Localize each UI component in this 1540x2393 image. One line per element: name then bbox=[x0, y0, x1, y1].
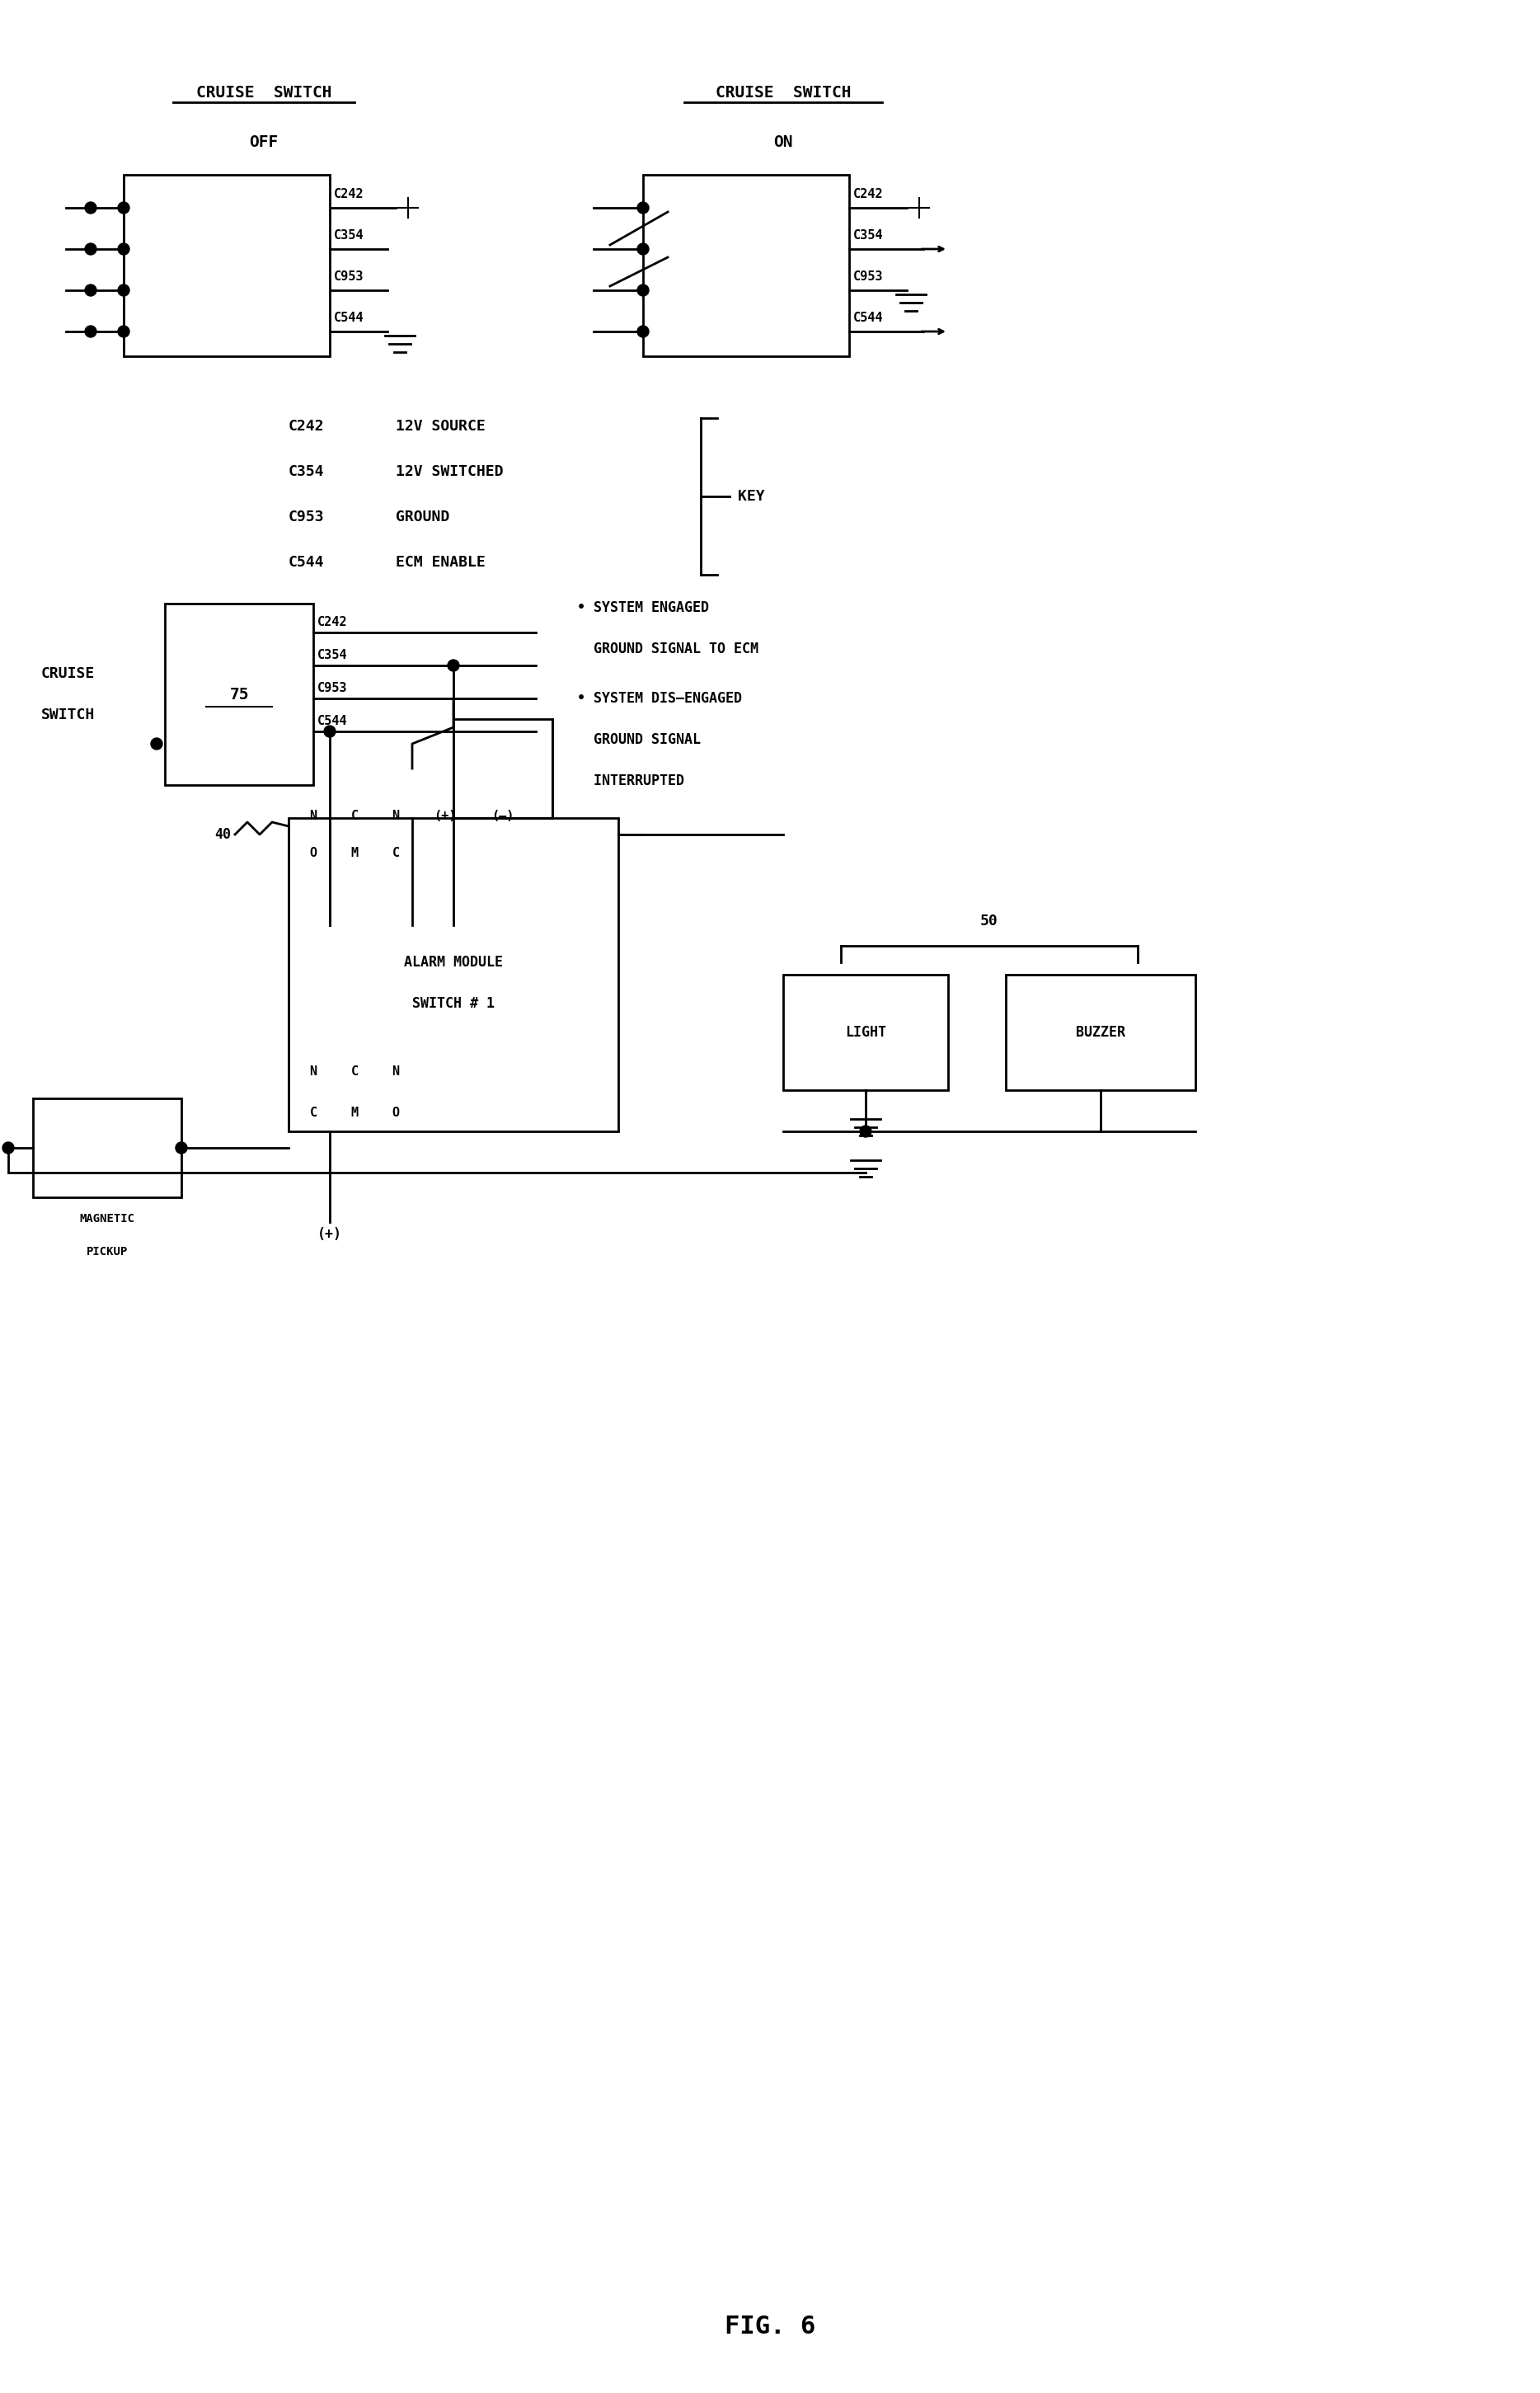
Text: C354: C354 bbox=[288, 464, 325, 479]
Text: C544: C544 bbox=[288, 555, 325, 570]
Text: 50: 50 bbox=[981, 914, 998, 928]
Circle shape bbox=[638, 201, 648, 213]
Circle shape bbox=[85, 244, 97, 254]
Bar bbox=[123, 175, 330, 357]
Circle shape bbox=[119, 325, 129, 337]
Text: N: N bbox=[393, 1065, 399, 1077]
Text: GROUND SIGNAL: GROUND SIGNAL bbox=[578, 732, 701, 747]
Text: 40: 40 bbox=[214, 828, 231, 842]
Text: C242: C242 bbox=[317, 615, 348, 629]
Bar bbox=[32, 1098, 182, 1196]
Text: C242: C242 bbox=[288, 419, 325, 433]
Text: C354: C354 bbox=[334, 230, 363, 242]
Text: (+): (+) bbox=[317, 1228, 342, 1242]
Text: C953: C953 bbox=[288, 510, 325, 524]
Circle shape bbox=[85, 325, 97, 337]
Text: CRUISE: CRUISE bbox=[42, 665, 95, 682]
Text: O: O bbox=[310, 847, 317, 859]
Text: GROUND: GROUND bbox=[396, 510, 450, 524]
Circle shape bbox=[85, 201, 97, 213]
Text: C242: C242 bbox=[334, 189, 363, 201]
Bar bbox=[453, 718, 553, 818]
Text: C953: C953 bbox=[317, 682, 348, 694]
Text: N: N bbox=[310, 809, 317, 823]
Text: LIGHT: LIGHT bbox=[845, 1024, 885, 1041]
Text: C: C bbox=[310, 1106, 317, 1120]
Text: C354: C354 bbox=[853, 230, 884, 242]
Text: C544: C544 bbox=[853, 311, 884, 323]
Text: C: C bbox=[393, 847, 399, 859]
Text: C: C bbox=[351, 1065, 359, 1077]
Text: SWITCH: SWITCH bbox=[42, 708, 95, 723]
Text: CRUISE  SWITCH: CRUISE SWITCH bbox=[716, 84, 852, 101]
Text: C953: C953 bbox=[853, 270, 884, 282]
Circle shape bbox=[176, 1141, 188, 1153]
Circle shape bbox=[119, 244, 129, 254]
Text: C: C bbox=[351, 809, 359, 823]
Text: INTERRUPTED: INTERRUPTED bbox=[578, 773, 684, 787]
Bar bbox=[1006, 974, 1195, 1091]
Text: ALARM MODULE: ALARM MODULE bbox=[403, 955, 504, 969]
Text: • SYSTEM DIS–ENGAGED: • SYSTEM DIS–ENGAGED bbox=[578, 692, 742, 706]
Text: MAGNETIC: MAGNETIC bbox=[80, 1213, 136, 1225]
Circle shape bbox=[448, 660, 459, 670]
Text: N: N bbox=[393, 809, 399, 823]
Text: C242: C242 bbox=[853, 189, 884, 201]
Text: ECM ENABLE: ECM ENABLE bbox=[396, 555, 485, 570]
Text: ON: ON bbox=[773, 134, 793, 151]
Text: KEY: KEY bbox=[738, 488, 765, 505]
Text: (–): (–) bbox=[491, 809, 514, 823]
Bar bbox=[288, 818, 618, 1132]
Text: 75: 75 bbox=[229, 687, 249, 701]
Text: PICKUP: PICKUP bbox=[86, 1247, 128, 1256]
Text: M: M bbox=[351, 1106, 359, 1120]
Text: GROUND SIGNAL TO ECM: GROUND SIGNAL TO ECM bbox=[578, 641, 759, 656]
Text: • SYSTEM ENGAGED: • SYSTEM ENGAGED bbox=[578, 601, 708, 615]
Text: N: N bbox=[310, 1065, 317, 1077]
Circle shape bbox=[638, 325, 648, 337]
Text: (+): (+) bbox=[434, 809, 456, 823]
Text: C544: C544 bbox=[317, 716, 348, 727]
Circle shape bbox=[85, 285, 97, 297]
Text: CRUISE  SWITCH: CRUISE SWITCH bbox=[196, 84, 331, 101]
Text: O: O bbox=[393, 1106, 399, 1120]
Text: 12V SWITCHED: 12V SWITCHED bbox=[396, 464, 504, 479]
Text: BUZZER: BUZZER bbox=[1076, 1024, 1126, 1041]
Circle shape bbox=[119, 201, 129, 213]
Bar bbox=[644, 175, 849, 357]
Circle shape bbox=[859, 1125, 872, 1137]
Text: C354: C354 bbox=[317, 649, 348, 660]
Text: C953: C953 bbox=[334, 270, 363, 282]
Text: M: M bbox=[351, 847, 359, 859]
Text: 12V SOURCE: 12V SOURCE bbox=[396, 419, 485, 433]
Circle shape bbox=[638, 285, 648, 297]
Bar bbox=[165, 603, 313, 785]
Text: SWITCH # 1: SWITCH # 1 bbox=[413, 995, 494, 1010]
Circle shape bbox=[119, 285, 129, 297]
Text: OFF: OFF bbox=[249, 134, 279, 151]
Circle shape bbox=[638, 244, 648, 254]
Text: C544: C544 bbox=[334, 311, 363, 323]
Bar bbox=[784, 974, 949, 1091]
Text: FIG. 6: FIG. 6 bbox=[724, 2314, 816, 2338]
Circle shape bbox=[151, 737, 162, 749]
Circle shape bbox=[3, 1141, 14, 1153]
Circle shape bbox=[323, 725, 336, 737]
